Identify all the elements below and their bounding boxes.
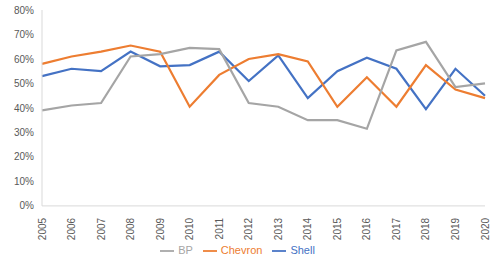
svg-text:40%: 40% bbox=[14, 103, 34, 114]
svg-text:20%: 20% bbox=[14, 151, 34, 162]
svg-text:2020: 2020 bbox=[480, 217, 491, 240]
svg-text:50%: 50% bbox=[14, 78, 34, 89]
svg-text:2008: 2008 bbox=[125, 217, 136, 240]
svg-text:2013: 2013 bbox=[273, 217, 284, 240]
svg-text:2009: 2009 bbox=[155, 217, 166, 240]
svg-text:2011: 2011 bbox=[214, 217, 225, 239]
svg-text:2007: 2007 bbox=[96, 217, 107, 240]
svg-text:2017: 2017 bbox=[391, 217, 402, 240]
svg-text:2006: 2006 bbox=[66, 217, 77, 240]
svg-text:2018: 2018 bbox=[420, 217, 431, 240]
svg-text:2019: 2019 bbox=[450, 217, 461, 240]
svg-text:70%: 70% bbox=[14, 29, 34, 40]
svg-text:0%: 0% bbox=[20, 200, 35, 211]
html-text:Chevron: Chevron bbox=[220, 243, 263, 256]
svg-text:2014: 2014 bbox=[302, 217, 313, 240]
html-text:Shell: Shell bbox=[290, 243, 315, 256]
svg-text:30%: 30% bbox=[14, 127, 34, 138]
svg-text:10%: 10% bbox=[14, 176, 34, 187]
svg-text:60%: 60% bbox=[14, 54, 34, 65]
svg-text:2015: 2015 bbox=[332, 217, 343, 240]
svg-text:2005: 2005 bbox=[37, 217, 48, 240]
svg-text:2016: 2016 bbox=[361, 217, 372, 240]
svg-text:2010: 2010 bbox=[184, 217, 195, 240]
svg-text:80%: 80% bbox=[14, 5, 34, 16]
html-text:BP: BP bbox=[178, 243, 193, 256]
svg-text:2012: 2012 bbox=[243, 217, 254, 240]
